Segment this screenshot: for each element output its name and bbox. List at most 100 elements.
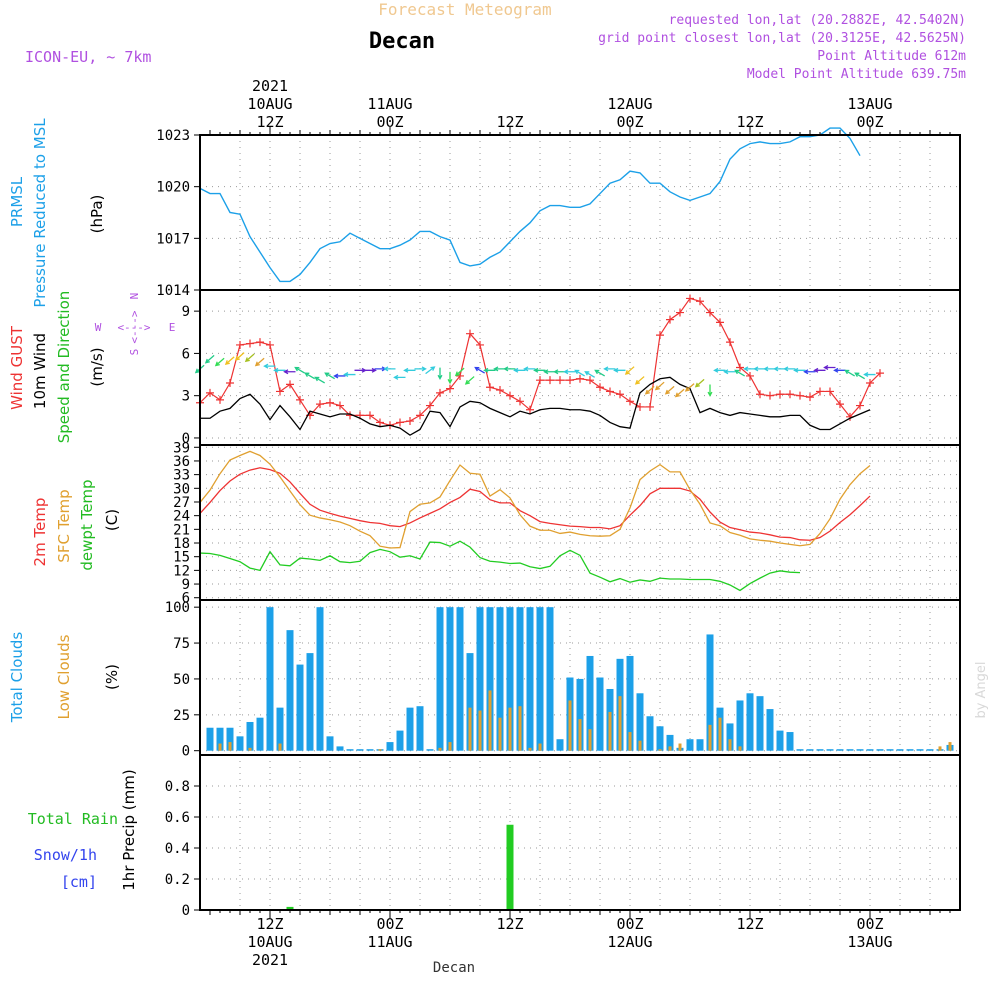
low-cloud-bar bbox=[228, 742, 232, 751]
wind-arrow bbox=[684, 383, 695, 392]
time-label-bottom: 00Z bbox=[616, 915, 643, 933]
wind-10m-label: 10m Wind bbox=[31, 333, 49, 409]
wind-arrow bbox=[603, 366, 616, 372]
total-cloud-bar bbox=[226, 727, 234, 751]
wind-gust-marker bbox=[326, 398, 334, 407]
y-tick-label: 33 bbox=[173, 468, 190, 484]
wind-arrow bbox=[823, 365, 836, 370]
wind-compass: W <---> E N <---> S bbox=[95, 293, 176, 356]
wind-arrow bbox=[283, 369, 296, 375]
wind-gust-marker bbox=[286, 380, 294, 389]
wind-arrow bbox=[304, 372, 316, 380]
footer-location: Decan bbox=[433, 960, 475, 976]
wind-gust-marker bbox=[636, 402, 644, 411]
wind-arrow bbox=[533, 367, 546, 373]
total-cloud-bar bbox=[806, 749, 814, 751]
wind-gust-marker bbox=[236, 340, 244, 349]
total-cloud-bar bbox=[886, 749, 894, 751]
total-cloud-bar bbox=[546, 607, 554, 751]
wind-gust-marker bbox=[596, 383, 604, 392]
wind-gust-marker bbox=[526, 405, 534, 414]
total-cloud-bar bbox=[926, 749, 934, 751]
total-cloud-bar bbox=[416, 706, 424, 751]
compass-horizontal-arrow: <---> bbox=[117, 321, 150, 334]
total-cloud-bar bbox=[796, 749, 804, 751]
wind-arrow bbox=[234, 352, 245, 361]
wind-gust-marker bbox=[796, 391, 804, 400]
total-cloud-bar bbox=[576, 678, 584, 751]
y-tick-label: 1017 bbox=[156, 231, 190, 247]
model-label: ICON-EU, ~ 7km bbox=[25, 48, 151, 66]
low-cloud-bar bbox=[438, 747, 442, 751]
wind-gust-marker bbox=[436, 388, 444, 397]
total-cloud-bar bbox=[536, 607, 544, 751]
time-label-top: 00Z bbox=[376, 113, 403, 131]
wind-arrow bbox=[813, 367, 826, 373]
wind-speed-line bbox=[200, 376, 871, 436]
time-label-top: 2021 bbox=[252, 77, 288, 95]
low-cloud-bar bbox=[738, 746, 742, 751]
total-cloud-bar bbox=[866, 749, 874, 751]
wind-arrow bbox=[624, 366, 635, 375]
total-cloud-bar bbox=[876, 749, 884, 751]
total-cloud-bar bbox=[486, 607, 494, 751]
prmsl-label: PRMSL bbox=[8, 176, 26, 227]
wind-gust-marker bbox=[456, 371, 464, 380]
total-cloud-bar bbox=[216, 727, 224, 751]
low-cloud-bar bbox=[588, 729, 592, 751]
total-cloud-bar bbox=[816, 749, 824, 751]
panel-wind: 0 3 6 9 bbox=[182, 290, 960, 447]
y-tick-label: 9 bbox=[182, 304, 190, 320]
y-tick-label: 36 bbox=[173, 454, 190, 470]
wind-gust-marker bbox=[756, 390, 764, 399]
y-tick-label: 3 bbox=[182, 389, 190, 405]
wind-arrow bbox=[393, 374, 406, 380]
time-label-bottom: 00Z bbox=[856, 915, 883, 933]
wind-gust-marker bbox=[806, 393, 814, 402]
total-cloud-bar bbox=[286, 630, 294, 751]
wind-arrow bbox=[523, 366, 536, 372]
wind-arrow bbox=[613, 367, 626, 373]
y-tick-label: 100 bbox=[165, 600, 190, 616]
low-cloud-bar bbox=[668, 746, 672, 751]
wind-gust-marker bbox=[516, 397, 524, 406]
panel-precip: 0 0.2 0.4 0.6 0.8 bbox=[165, 755, 960, 919]
low-cloud-bar bbox=[538, 743, 542, 751]
total-cloud-bar bbox=[276, 707, 284, 751]
wind-gust-marker bbox=[686, 294, 694, 303]
total-cloud-bar bbox=[856, 749, 864, 751]
total-cloud-bar bbox=[686, 739, 694, 751]
y-tick-label: 15 bbox=[173, 550, 190, 566]
wind-gust-marker bbox=[296, 395, 304, 404]
total-cloud-bar bbox=[356, 749, 364, 751]
wind-arrow bbox=[343, 372, 356, 378]
wind-gust-marker bbox=[746, 371, 754, 380]
low-clouds-label: Low Clouds bbox=[55, 634, 73, 719]
panel-border bbox=[199, 444, 961, 601]
compass-w: W bbox=[95, 321, 102, 334]
wind-arrow bbox=[713, 367, 726, 373]
wind-gust-marker bbox=[836, 400, 844, 409]
panel-border bbox=[199, 754, 961, 911]
total-cloud-bar bbox=[346, 749, 354, 751]
wind-gust-marker bbox=[576, 374, 584, 383]
wind-gust-marker bbox=[766, 391, 774, 400]
total-cloud-bar bbox=[256, 717, 264, 751]
wind-gust-marker bbox=[876, 369, 884, 378]
time-label-bottom: 2021 bbox=[252, 951, 288, 969]
total-cloud-bar bbox=[666, 734, 674, 751]
wind-gust-marker bbox=[606, 387, 614, 396]
wind-arrow bbox=[674, 388, 685, 398]
total-cloud-bar bbox=[646, 716, 654, 751]
temp-sfc-label: SFC Temp bbox=[55, 489, 73, 562]
wind-gust-marker bbox=[366, 411, 374, 420]
total-cloud-bar bbox=[386, 742, 394, 751]
low-cloud-bar bbox=[638, 740, 642, 751]
wind-arrow bbox=[694, 378, 705, 388]
wind-gust-marker bbox=[696, 297, 704, 306]
wind-gust-marker bbox=[376, 418, 384, 427]
y-tick-label: 50 bbox=[173, 672, 190, 688]
total-clouds-label: Total Clouds bbox=[8, 632, 26, 724]
wind-arrow bbox=[634, 376, 645, 385]
